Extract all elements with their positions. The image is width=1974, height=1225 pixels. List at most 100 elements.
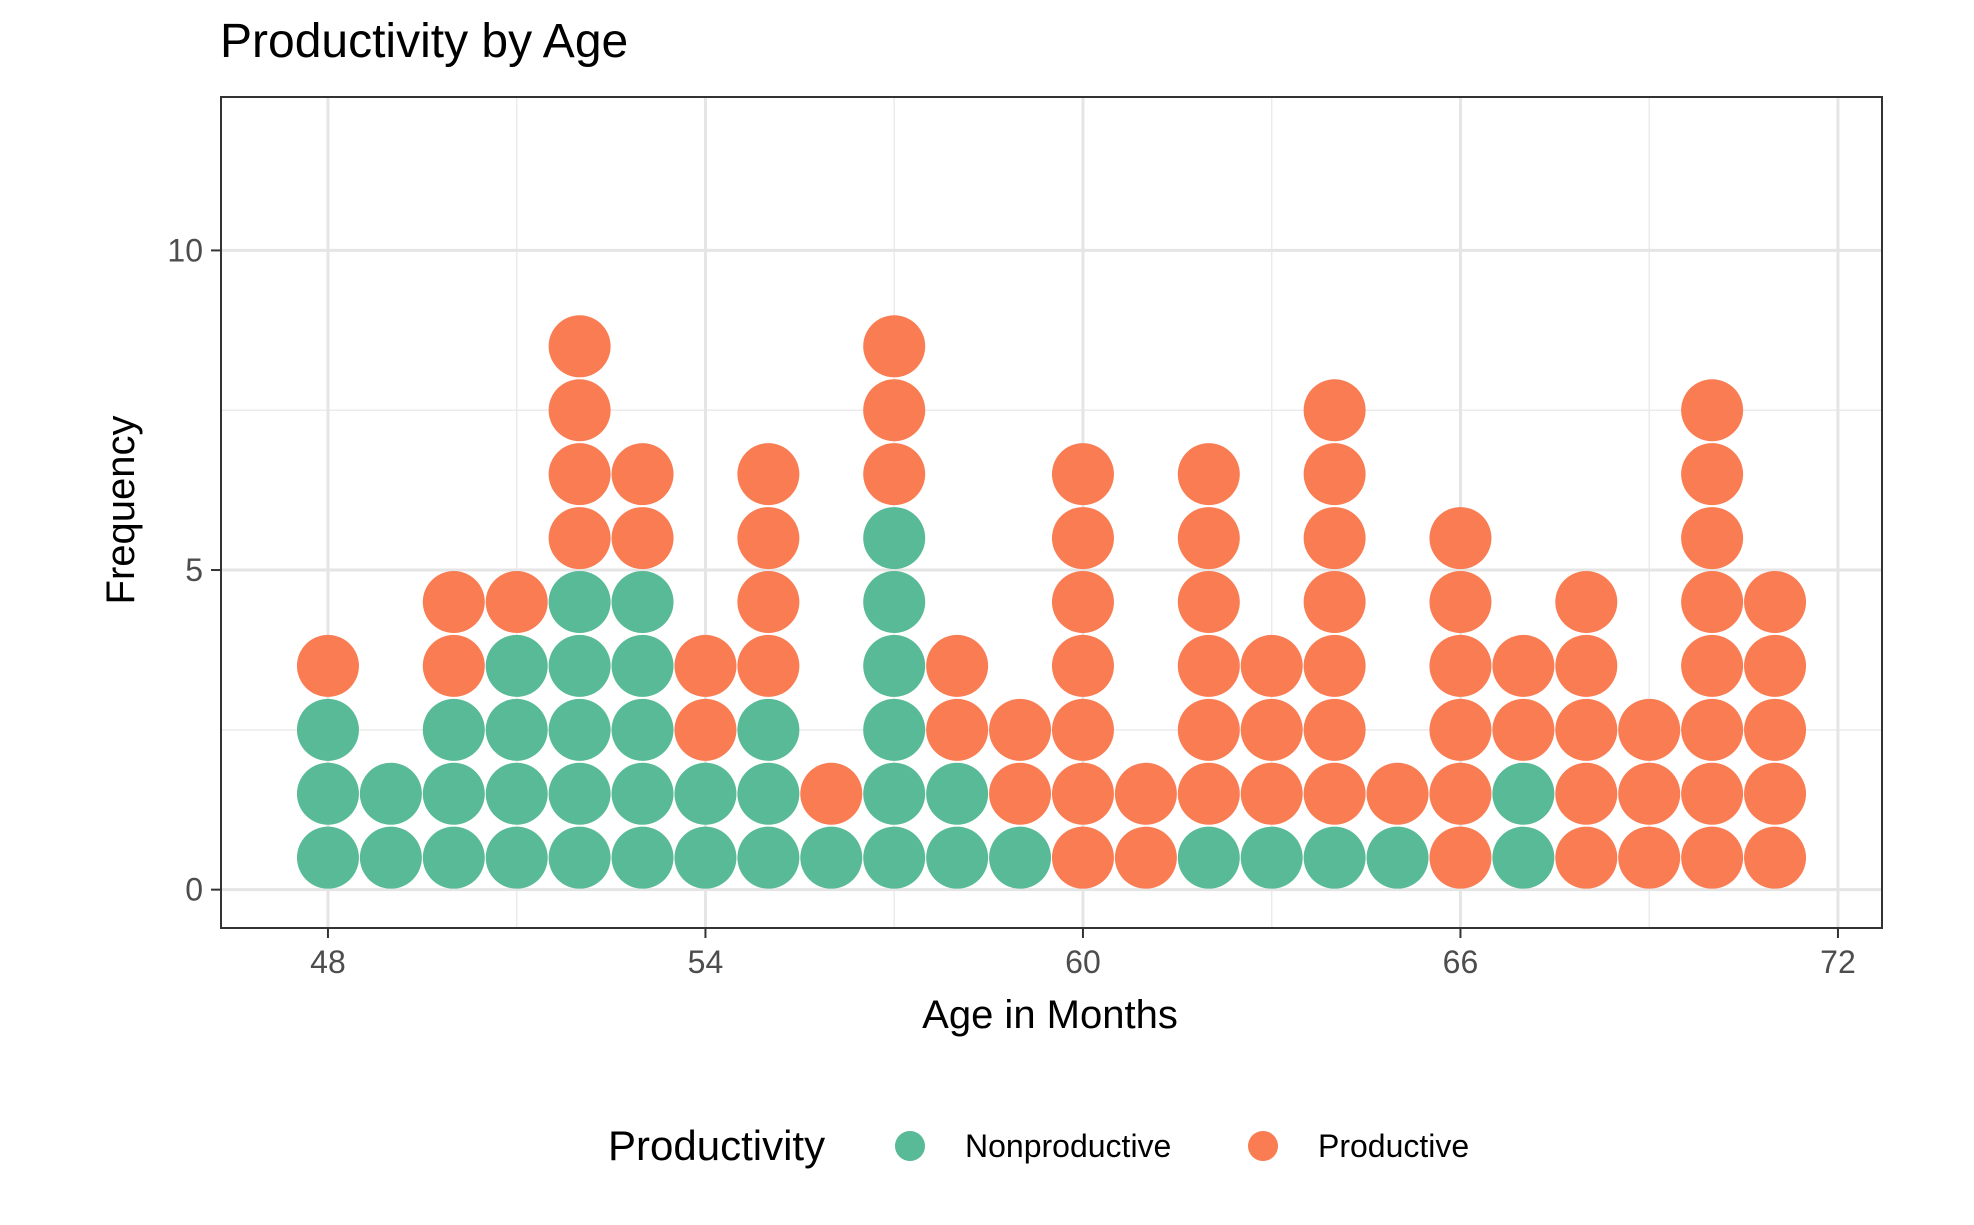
dot-nonproductive [863, 698, 926, 761]
dot-productive [1240, 762, 1303, 825]
dot-productive [1114, 762, 1177, 825]
dot-productive [548, 443, 611, 506]
dot-productive [1681, 570, 1744, 633]
dot-nonproductive [863, 826, 926, 889]
dot-productive [1429, 762, 1492, 825]
dot-productive [296, 634, 359, 697]
dot-productive [611, 443, 674, 506]
dot-nonproductive [926, 826, 989, 889]
dot-nonproductive [548, 634, 611, 697]
dot-productive [1051, 507, 1114, 570]
dot-nonproductive [422, 826, 485, 889]
dot-productive [548, 315, 611, 378]
dot-nonproductive [1366, 826, 1429, 889]
dot-nonproductive [485, 762, 548, 825]
dot-productive [1618, 826, 1681, 889]
x-axis-title: Age in Months [922, 993, 1178, 1037]
dot-productive [1744, 826, 1807, 889]
dot-nonproductive [674, 826, 737, 889]
x-tick-label: 66 [1443, 944, 1479, 980]
y-tick-label: 10 [167, 232, 203, 268]
dot-productive [1177, 634, 1240, 697]
x-tick-label: 54 [688, 944, 724, 980]
dot-productive [1681, 507, 1744, 570]
dot-nonproductive [863, 762, 926, 825]
dot-nonproductive [485, 826, 548, 889]
dot-nonproductive [926, 762, 989, 825]
dot-productive [1429, 634, 1492, 697]
dot-nonproductive [800, 826, 863, 889]
dot-nonproductive [548, 570, 611, 633]
dot-nonproductive [674, 762, 737, 825]
dot-nonproductive [1492, 762, 1555, 825]
axes: 48 54 60 66 72 0 5 10 [167, 232, 1855, 980]
dot-productive [674, 634, 737, 697]
dot-nonproductive [296, 826, 359, 889]
dot-productive [1492, 634, 1555, 697]
dot-productive [1114, 826, 1177, 889]
dot-nonproductive [611, 634, 674, 697]
legend-key-nonproductive [895, 1131, 925, 1161]
dot-productive [1240, 698, 1303, 761]
dot-productive [1051, 762, 1114, 825]
legend-label-nonproductive: Nonproductive [965, 1128, 1171, 1164]
dot-nonproductive [296, 698, 359, 761]
dot-productive [1177, 762, 1240, 825]
dot-productive [1681, 443, 1744, 506]
dot-productive [1681, 826, 1744, 889]
legend-label-productive: Productive [1318, 1128, 1469, 1164]
dot-productive [1744, 634, 1807, 697]
legend: Productivity Nonproductive Productive [608, 1122, 1469, 1169]
plot-panel-border [220, 96, 1883, 929]
dot-productive [1492, 698, 1555, 761]
dot-nonproductive [485, 698, 548, 761]
dot-productive [1303, 698, 1366, 761]
dot-productive [1744, 762, 1807, 825]
dot-productive [926, 698, 989, 761]
dot-nonproductive [548, 698, 611, 761]
dot-nonproductive [1177, 826, 1240, 889]
y-tick-label: 0 [185, 872, 203, 908]
dot-productive [1555, 570, 1618, 633]
dot-nonproductive [989, 826, 1052, 889]
dot-productive [863, 443, 926, 506]
dot-productive [1618, 698, 1681, 761]
dot-productive [737, 443, 800, 506]
dot-productive [674, 698, 737, 761]
dot-productive [1555, 634, 1618, 697]
dot-productive [737, 570, 800, 633]
dot-productive [422, 570, 485, 633]
dot-productive [611, 507, 674, 570]
dot-productive [1177, 698, 1240, 761]
dot-productive [1681, 762, 1744, 825]
dot-nonproductive [863, 507, 926, 570]
dot-nonproductive [737, 826, 800, 889]
dot-productive [1555, 762, 1618, 825]
dot-nonproductive [1303, 826, 1366, 889]
dot-productive [1051, 443, 1114, 506]
dot-productive [422, 634, 485, 697]
dot-productive [1744, 698, 1807, 761]
dot-nonproductive [611, 698, 674, 761]
dot-productive [1429, 507, 1492, 570]
y-tick-label: 5 [185, 552, 203, 588]
dot-productive [1366, 762, 1429, 825]
dot-productive [1744, 570, 1807, 633]
dot-nonproductive [548, 762, 611, 825]
y-axis-title: Frequency [99, 416, 143, 605]
dot-productive [737, 634, 800, 697]
dot-productive [1051, 826, 1114, 889]
dot-nonproductive [863, 570, 926, 633]
dot-nonproductive [737, 762, 800, 825]
dot-nonproductive [1240, 826, 1303, 889]
dot-productive [863, 379, 926, 442]
dot-productive [1177, 443, 1240, 506]
grid-lines [221, 97, 1882, 928]
dot-productive [1429, 570, 1492, 633]
x-tick-label: 48 [310, 944, 346, 980]
dot-productive [485, 570, 548, 633]
dot-productive [1303, 443, 1366, 506]
dot-productive [1555, 698, 1618, 761]
dot-nonproductive [611, 826, 674, 889]
